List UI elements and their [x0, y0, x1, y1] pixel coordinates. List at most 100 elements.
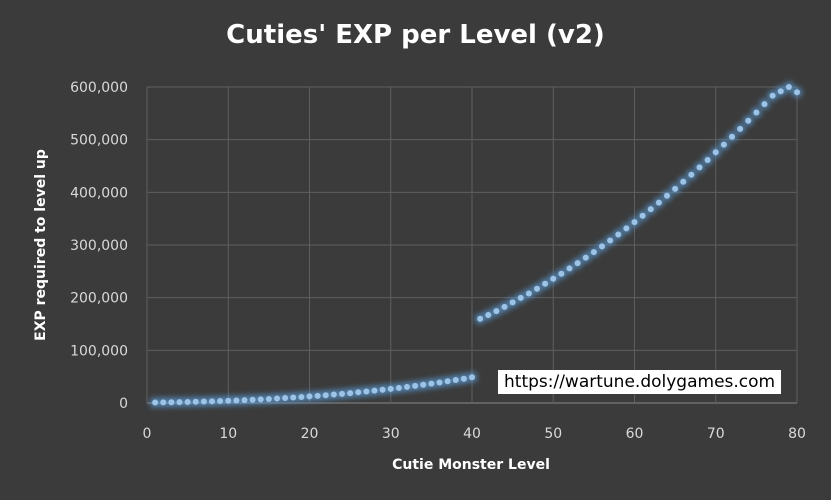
- data-point: [477, 315, 484, 322]
- data-point: [794, 89, 800, 96]
- data-point: [712, 149, 719, 156]
- data-point: [631, 219, 638, 226]
- data-point: [298, 393, 305, 400]
- data-point: [192, 398, 199, 405]
- data-point: [509, 299, 516, 306]
- x-tick-label: 20: [301, 426, 319, 442]
- gridlines: [146, 86, 798, 404]
- data-point: [160, 399, 167, 406]
- data-point: [566, 265, 573, 272]
- data-point: [460, 375, 467, 382]
- data-point: [209, 398, 215, 405]
- data-point: [777, 88, 784, 95]
- x-axis-title: Cutie Monster Level: [392, 457, 550, 473]
- website-watermark: https://wartune.dolygames.com: [498, 370, 782, 394]
- y-axis-ticks: 0 100,000 200,000 300,000 400,000 500,000 600,…: [70, 80, 128, 412]
- data-point: [363, 388, 370, 395]
- y-tick-label: 600,000: [70, 80, 128, 96]
- x-tick-label: 0: [143, 426, 152, 442]
- data-point: [168, 399, 175, 406]
- data-point: [737, 125, 744, 132]
- y-tick-label: 400,000: [70, 185, 128, 201]
- x-tick-label: 80: [788, 426, 806, 442]
- data-point: [176, 399, 183, 406]
- data-point: [696, 164, 703, 171]
- data-point: [330, 391, 337, 398]
- data-point: [574, 260, 581, 267]
- data-point: [257, 396, 264, 403]
- data-point: [314, 392, 321, 399]
- data-point: [452, 377, 459, 384]
- data-point: [542, 280, 549, 287]
- x-tick-label: 60: [626, 426, 644, 442]
- data-point: [444, 378, 451, 385]
- y-tick-label: 300,000: [70, 238, 128, 254]
- data-point: [623, 225, 630, 232]
- data-point: [412, 382, 419, 389]
- data-point: [501, 303, 508, 310]
- data-point: [639, 212, 646, 219]
- data-point: [217, 398, 224, 405]
- data-point: [599, 243, 605, 250]
- data-point: [469, 374, 475, 381]
- data-point: [704, 156, 711, 163]
- data-point: [249, 396, 256, 403]
- data-point: [517, 294, 524, 301]
- data-point: [655, 199, 662, 206]
- data-point: [485, 312, 492, 319]
- data-point: [720, 141, 727, 148]
- data-point: [761, 101, 768, 108]
- data-point: [534, 285, 540, 292]
- data-point: [379, 386, 386, 393]
- x-tick-label: 70: [707, 426, 725, 442]
- data-point: [582, 254, 589, 261]
- data-point: [590, 249, 597, 256]
- data-point: [753, 109, 760, 116]
- data-point: [785, 84, 792, 90]
- data-point: [647, 206, 654, 213]
- data-point: [688, 171, 695, 178]
- data-point: [355, 389, 362, 396]
- y-axis-title: EXP required to level up: [33, 149, 49, 341]
- data-point: [233, 397, 240, 404]
- x-tick-label: 30: [382, 426, 400, 442]
- data-point: [769, 92, 776, 99]
- data-point: [729, 133, 735, 140]
- y-tick-label: 100,000: [70, 343, 128, 359]
- data-point: [525, 290, 532, 297]
- data-point: [672, 185, 679, 192]
- y-tick-label: 0: [119, 396, 128, 412]
- data-point: [184, 398, 191, 405]
- data-point: [607, 237, 614, 244]
- data-point: [322, 392, 329, 399]
- data-point: [282, 395, 289, 402]
- y-tick-label: 500,000: [70, 133, 128, 149]
- data-point: [225, 397, 232, 404]
- data-point: [265, 395, 272, 402]
- data-point: [152, 399, 159, 406]
- data-point: [371, 387, 378, 394]
- data-point: [306, 393, 313, 400]
- data-point: [680, 178, 687, 185]
- data-point: [558, 270, 565, 277]
- data-point: [664, 192, 670, 199]
- data-point: [200, 398, 207, 405]
- data-points: [152, 84, 800, 406]
- data-point: [493, 308, 500, 315]
- data-point: [395, 384, 402, 391]
- data-point: [241, 397, 248, 404]
- x-tick-label: 40: [463, 426, 481, 442]
- y-tick-label: 200,000: [70, 291, 128, 307]
- data-point: [404, 383, 410, 390]
- data-point: [436, 379, 443, 386]
- data-point: [615, 231, 622, 238]
- x-tick-label: 50: [544, 426, 562, 442]
- chart-title: Cuties' EXP per Level (v2): [226, 20, 605, 50]
- data-point: [550, 275, 557, 282]
- data-point: [420, 381, 427, 388]
- data-point: [339, 390, 345, 397]
- data-point: [347, 390, 354, 397]
- data-point: [290, 394, 297, 401]
- data-point: [745, 117, 752, 124]
